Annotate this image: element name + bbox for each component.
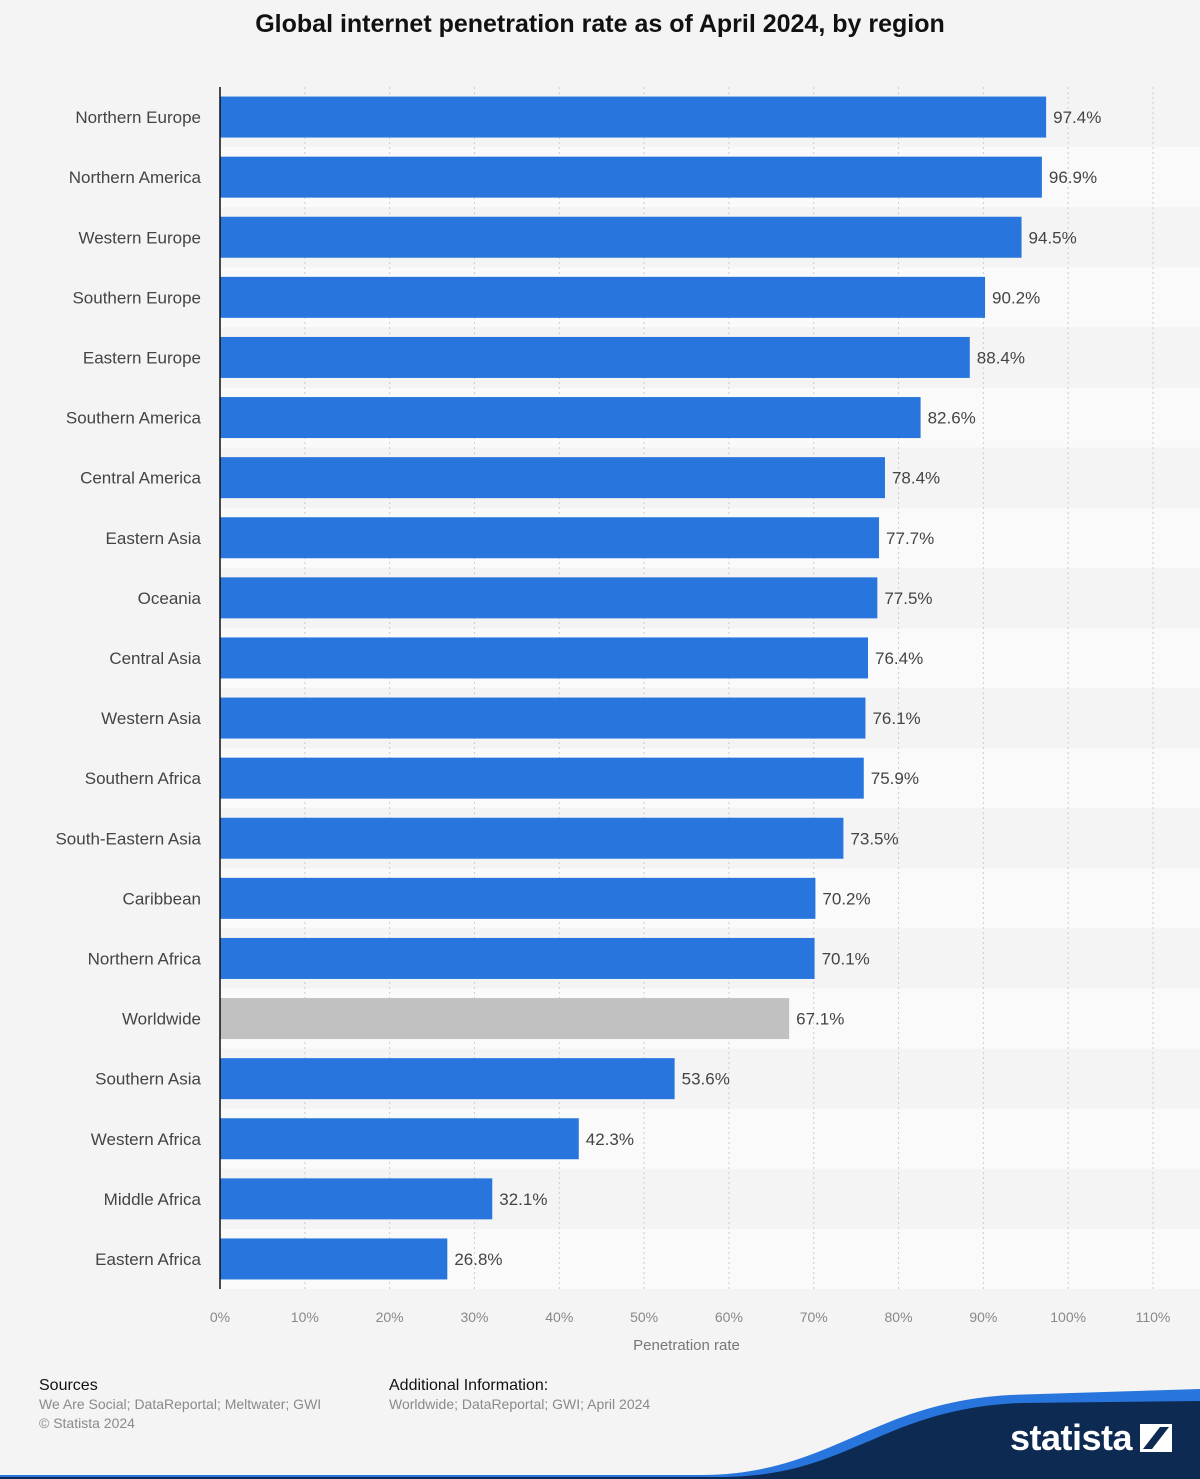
bars: [220, 96, 1047, 1280]
bar-value-label: 88.4%: [977, 348, 1025, 367]
bar-value-label: 82.6%: [928, 409, 976, 428]
copyright-text: © Statista 2024: [39, 1415, 135, 1431]
category-label: Middle Africa: [104, 1190, 202, 1209]
bar[interactable]: [220, 577, 878, 619]
sources-text[interactable]: We Are Social; DataReportal; Meltwater; …: [39, 1396, 322, 1412]
x-tick-labels: 0% 10% 20% 30% 40% 50% 60% 70% 80% 90% 100% 110%: [210, 1309, 1171, 1325]
x-tick-label: 0%: [210, 1309, 230, 1325]
bar-value-label: 76.1%: [872, 709, 920, 728]
additional-info-text: Worldwide; DataReportal; GWI; April 2024: [389, 1396, 651, 1412]
chart-title: Global internet penetration rate as of A…: [255, 10, 945, 38]
bar[interactable]: [220, 517, 880, 559]
bar[interactable]: [220, 457, 885, 499]
bar-value-label: 70.1%: [822, 949, 870, 968]
x-axis-label: Penetration rate: [633, 1337, 740, 1354]
bar-value-label: 53.6%: [682, 1070, 730, 1089]
bar-value-label: 42.3%: [586, 1130, 634, 1149]
value-labels: 97.4% 96.9% 94.5% 90.2% 88.4% 82.6% 78.4% 77.7%…: [454, 108, 1101, 1269]
bar-chart: 97.4% 96.9% 94.5% 90.2% 88.4% 82.6% 78.4% 77.7%…: [55, 87, 1171, 1354]
category-labels: Northern Europe Northern America Western E…: [55, 108, 201, 1269]
bar[interactable]: [220, 276, 986, 318]
x-tick-label: 60%: [715, 1309, 743, 1325]
category-label: Northern America: [69, 168, 202, 187]
bar-value-label: 32.1%: [499, 1190, 547, 1209]
wave-dark: [0, 1401, 1200, 1479]
category-label: Eastern Asia: [106, 529, 202, 548]
bar[interactable]: [220, 637, 869, 679]
category-label: Southern Africa: [85, 769, 202, 788]
x-tick-label: 40%: [545, 1309, 573, 1325]
bar[interactable]: [220, 1178, 493, 1220]
category-label: Southern America: [66, 409, 202, 428]
bar-value-label: 77.5%: [884, 589, 932, 608]
bar[interactable]: [220, 998, 790, 1040]
bar-value-label: 96.9%: [1049, 168, 1097, 187]
additional-info-block: Additional Information: Worldwide; DataR…: [389, 1376, 650, 1414]
bar[interactable]: [220, 1238, 448, 1280]
bar[interactable]: [220, 1118, 579, 1160]
bar-value-label: 94.5%: [1029, 228, 1077, 247]
category-label: Oceania: [138, 589, 202, 608]
bar[interactable]: [220, 397, 921, 439]
bar-value-label: 77.7%: [886, 529, 934, 548]
bar-value-label: 76.4%: [875, 649, 923, 668]
bar-value-label: 78.4%: [892, 469, 940, 488]
x-tick-label: 110%: [1136, 1309, 1171, 1325]
sources-heading: Sources: [39, 1377, 98, 1394]
statista-logo-icon: [1140, 1424, 1173, 1452]
bar[interactable]: [220, 877, 816, 919]
x-tick-label: 80%: [885, 1309, 913, 1325]
bar[interactable]: [220, 937, 815, 979]
category-label: Eastern Africa: [95, 1250, 201, 1269]
x-tick-label: 100%: [1050, 1309, 1086, 1325]
category-label: Eastern Europe: [83, 348, 201, 367]
bar[interactable]: [220, 156, 1042, 198]
category-label: Western Africa: [91, 1130, 202, 1149]
category-label: Western Europe: [78, 228, 201, 247]
statista-logo[interactable]: statista: [1010, 1417, 1173, 1459]
additional-info-heading: Additional Information:: [389, 1377, 549, 1394]
bar-value-label: 26.8%: [454, 1250, 502, 1269]
category-label: Central Asia: [109, 649, 201, 668]
bar[interactable]: [220, 96, 1047, 138]
category-label: Western Asia: [101, 709, 201, 728]
x-tick-label: 10%: [291, 1309, 319, 1325]
bar[interactable]: [220, 817, 844, 859]
x-tick-label: 20%: [376, 1309, 404, 1325]
x-tick-label: 90%: [969, 1309, 997, 1325]
category-label: Northern Africa: [88, 949, 202, 968]
category-label: Southern Asia: [95, 1070, 201, 1089]
bar-value-label: 97.4%: [1053, 108, 1101, 127]
x-tick-label: 70%: [800, 1309, 828, 1325]
bar[interactable]: [220, 697, 866, 739]
bar-value-label: 70.2%: [822, 889, 870, 908]
category-label: South-Eastern Asia: [55, 829, 201, 848]
bar-value-label: 90.2%: [992, 288, 1040, 307]
x-tick-label: 30%: [460, 1309, 488, 1325]
bar[interactable]: [220, 336, 970, 378]
category-label: Southern Europe: [72, 288, 201, 307]
sources-block: Sources We Are Social; DataReportal; Mel…: [39, 1376, 321, 1433]
category-label: Northern Europe: [75, 108, 201, 127]
brand-wave: [0, 1389, 1200, 1479]
bar[interactable]: [220, 1058, 675, 1100]
bar[interactable]: [220, 757, 864, 799]
bar-value-label: 75.9%: [871, 769, 919, 788]
category-label: Central America: [80, 469, 201, 488]
x-tick-label: 50%: [630, 1309, 658, 1325]
bar[interactable]: [220, 216, 1022, 258]
bar-value-label: 67.1%: [796, 1010, 844, 1029]
category-label: Caribbean: [123, 889, 201, 908]
brand-name: statista: [1010, 1417, 1133, 1458]
bar-value-label: 73.5%: [850, 829, 898, 848]
category-label: Worldwide: [122, 1010, 201, 1029]
